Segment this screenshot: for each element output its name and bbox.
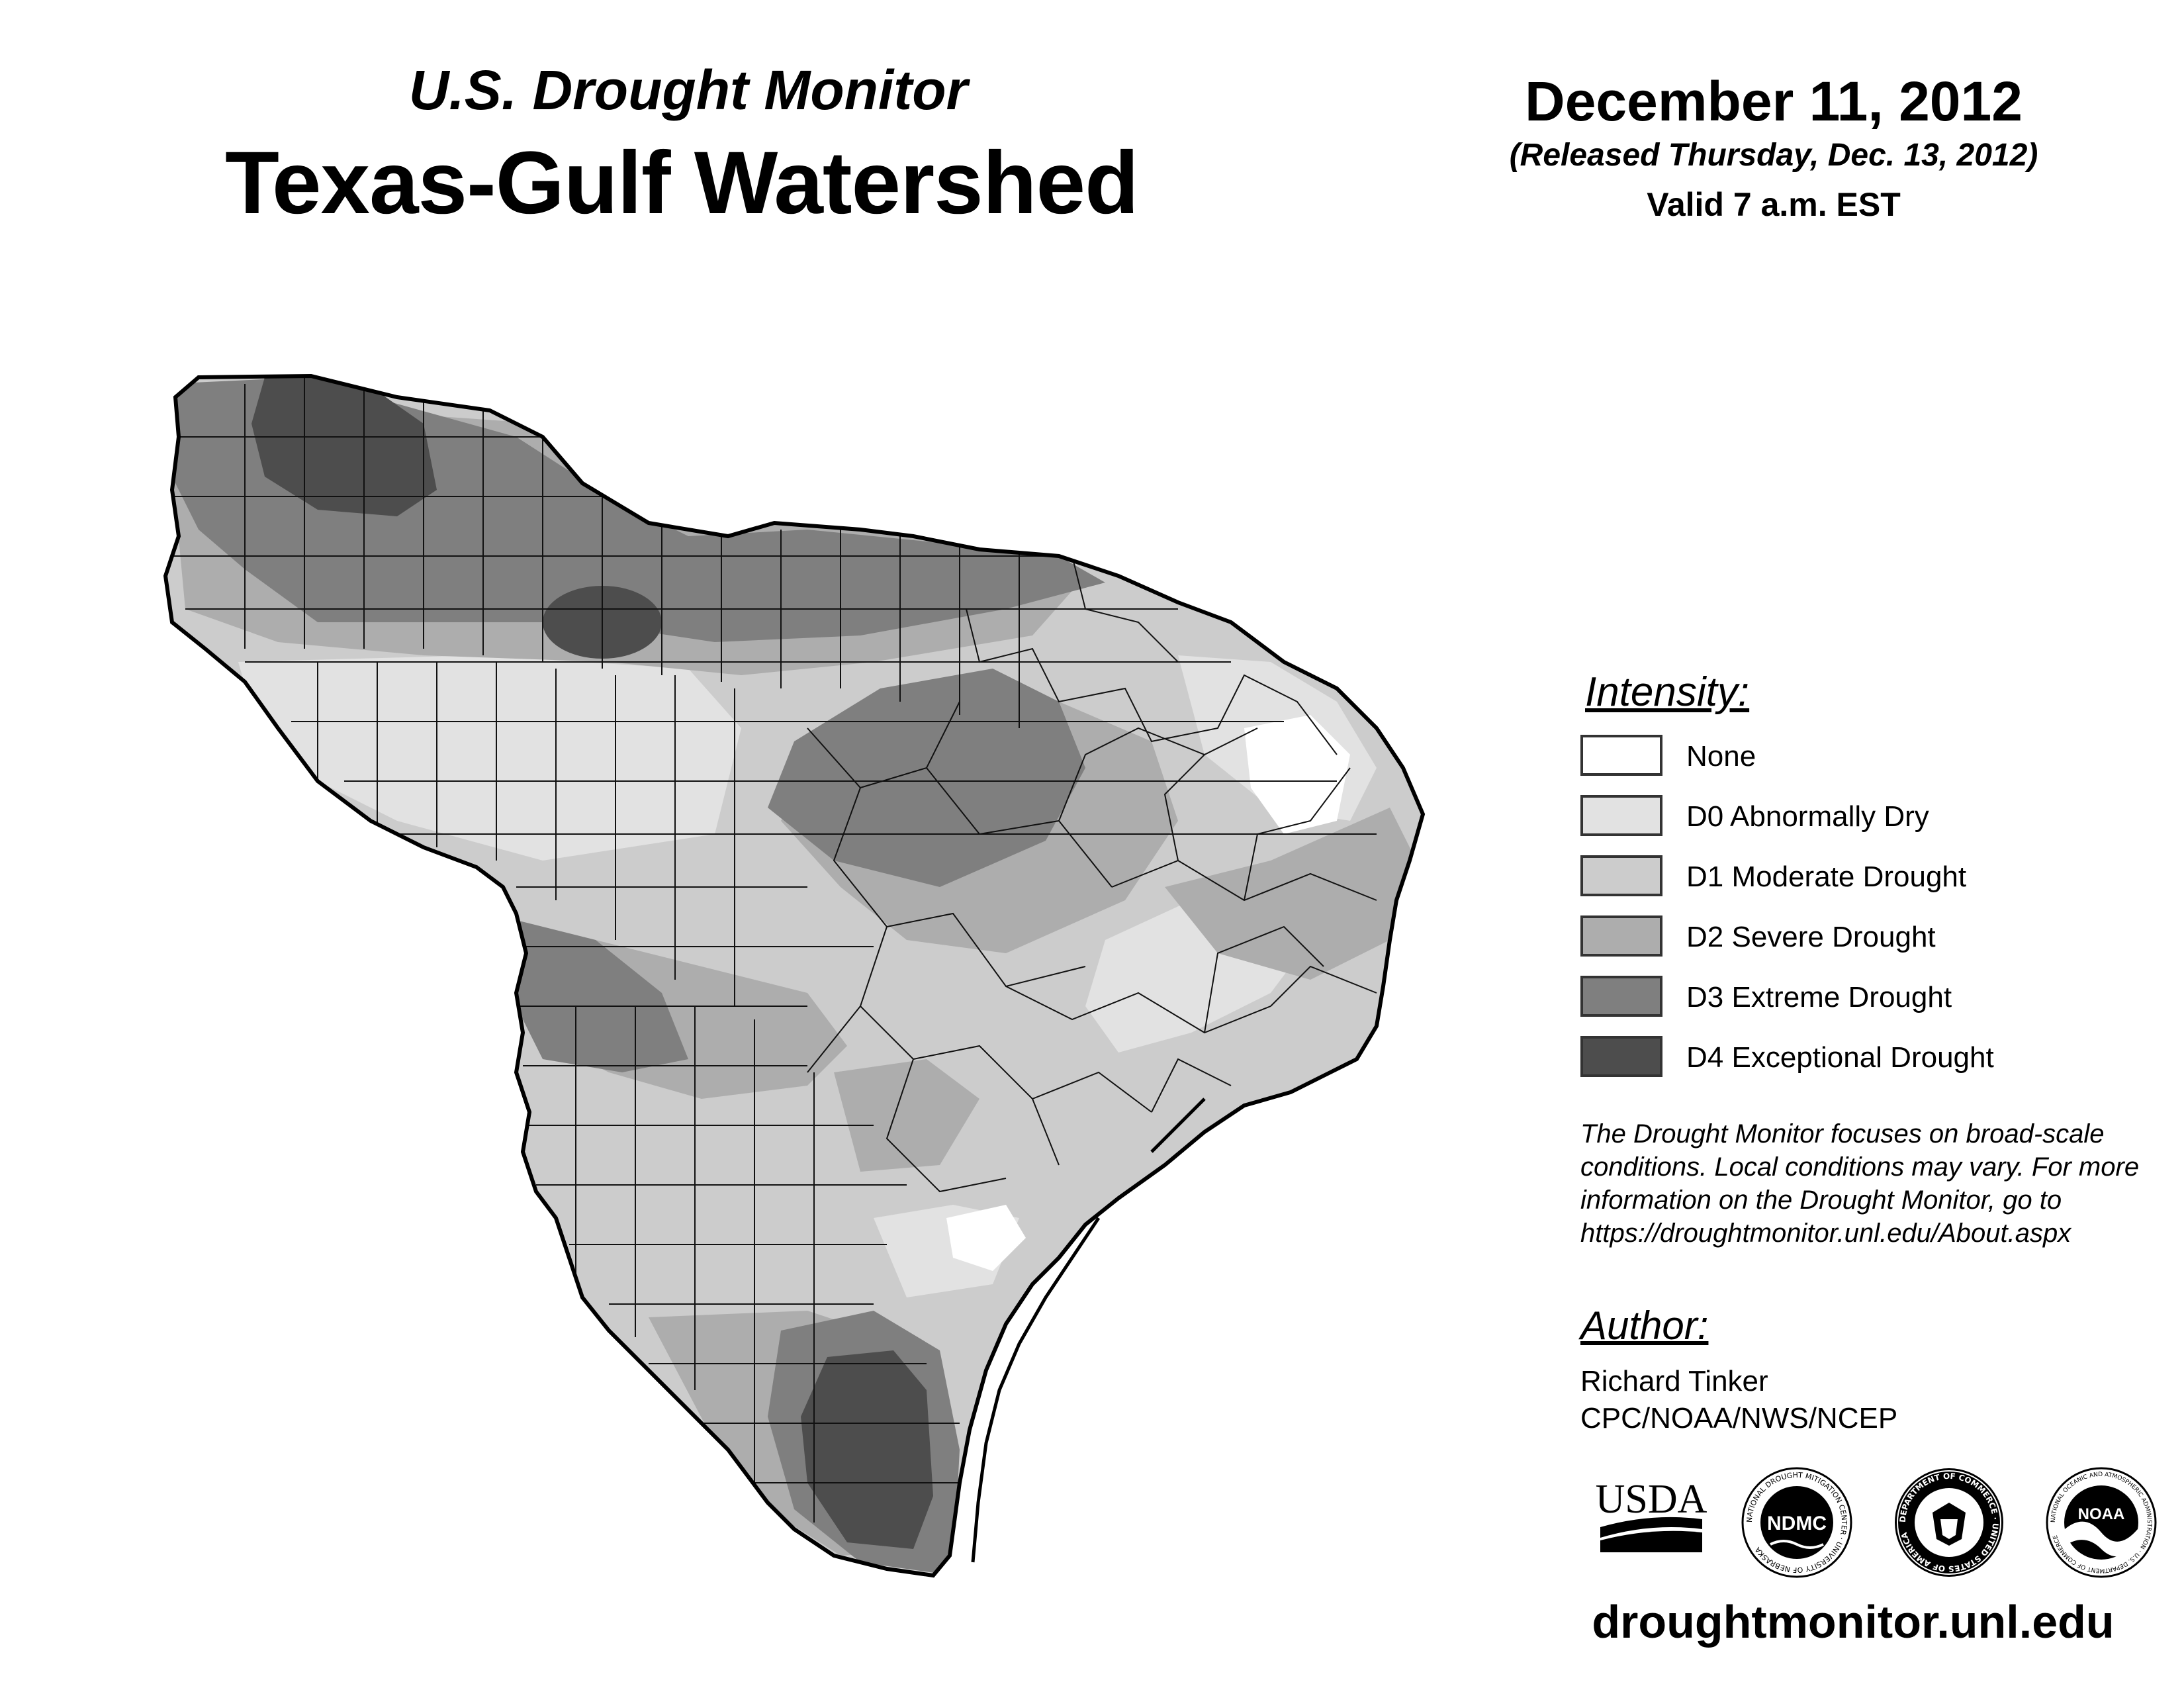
d3-area-west	[516, 920, 688, 1072]
usda-logo-text: USDA	[1596, 1477, 1707, 1522]
legend-item: D0 Abnormally Dry	[1580, 795, 2044, 840]
d3-area-central	[768, 669, 1085, 887]
noaa-logo: NATIONAL OCEANIC AND ATMOSPHERIC ADMINIS…	[2046, 1467, 2157, 1578]
commerce-seal: DEPARTMENT OF COMMERCE · UNITED STATES O…	[1895, 1468, 2003, 1577]
legend-item: None	[1580, 735, 2044, 780]
drought-intensity-areas	[165, 376, 1423, 1575]
note-line: https://droughtmonitor.unl.edu/About.asp…	[1580, 1219, 2071, 1248]
valid-time: Valid 7 a.m. EST	[1647, 186, 1901, 223]
ndmc-logo-text: NDMC	[1767, 1513, 1827, 1534]
release-date: (Released Thursday, Dec. 13, 2012)	[1509, 138, 2038, 173]
legend-label: D2 Severe Drought	[1686, 921, 1936, 953]
none-area-coastal	[946, 1205, 1026, 1271]
map-title: Texas-Gulf Watershed	[225, 134, 1139, 232]
d2-area-east	[1165, 808, 1416, 980]
note-line: conditions. Local conditions may vary. F…	[1580, 1152, 2140, 1182]
county-boundaries	[172, 377, 1377, 1523]
map-date: December 11, 2012	[1525, 70, 2023, 132]
legend-label: D4 Exceptional Drought	[1686, 1041, 1994, 1074]
website-url: droughtmonitor.unl.edu	[1592, 1596, 2115, 1648]
galveston-coastline	[1150, 1098, 1206, 1153]
legend-item: D2 Severe Drought	[1580, 915, 2044, 961]
legend-item: D4 Exceptional Drought	[1580, 1036, 2044, 1081]
note-line: The Drought Monitor focuses on broad-sca…	[1580, 1119, 2105, 1149]
legend-swatch	[1580, 735, 1662, 776]
legend-label: None	[1686, 740, 1756, 773]
d4-area-panhandle	[251, 377, 437, 516]
legend-swatch	[1580, 915, 1662, 957]
d2-area-south-central	[834, 1059, 979, 1172]
note-line: information on the Drought Monitor, go t…	[1580, 1186, 2062, 1215]
drought-map	[146, 357, 1443, 1615]
usda-logo: USDA	[1596, 1477, 1707, 1552]
legend-label: D1 Moderate Drought	[1686, 861, 1967, 893]
noaa-logo-text: NOAA	[2078, 1505, 2125, 1523]
legend-label: D0 Abnormally Dry	[1686, 800, 1929, 833]
map-subtitle: U.S. Drought Monitor	[408, 59, 968, 121]
noaa-bird-icon	[2065, 1521, 2138, 1557]
author-heading: Author:	[1580, 1303, 1709, 1348]
legend-swatch	[1580, 855, 1662, 896]
author-org: CPC/NOAA/NWS/NCEP	[1580, 1402, 1898, 1434]
d4-area-south	[801, 1350, 933, 1549]
author-name: Richard Tinker	[1580, 1365, 1768, 1397]
legend-title: Intensity:	[1585, 669, 1750, 715]
legend-swatch	[1580, 795, 1662, 836]
barrier-island-coastline	[971, 1217, 1101, 1563]
d0-area-central-west	[238, 655, 741, 861]
legend-swatch	[1580, 976, 1662, 1017]
legend-label: D3 Extreme Drought	[1686, 981, 1952, 1013]
ndmc-logo: NATIONAL DROUGHT MITIGATION CENTER · UNI…	[1741, 1467, 1852, 1578]
disclaimer-note: The Drought Monitor focuses on broad-sca…	[1580, 1117, 2176, 1250]
legend-item: D3 Extreme Drought	[1580, 976, 2044, 1021]
legend-item: D1 Moderate Drought	[1580, 855, 2044, 900]
legend-swatch	[1580, 1036, 1662, 1077]
